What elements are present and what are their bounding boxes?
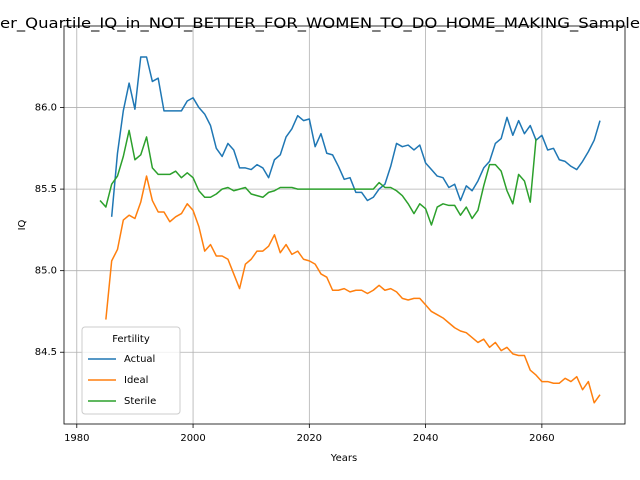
y-tick-label: 84.5 xyxy=(35,347,57,358)
legend-label: Ideal xyxy=(124,375,148,386)
x-tick-label: 2020 xyxy=(297,433,322,444)
y-axis-label: IQ xyxy=(17,219,28,230)
legend-title: Fertility xyxy=(112,334,150,345)
y-tick-label: 85.5 xyxy=(35,184,57,195)
legend: Fertility Actual Ideal Sterile xyxy=(81,326,181,415)
x-tick-label: 2060 xyxy=(529,433,554,444)
x-tick-label: 1980 xyxy=(64,433,89,444)
legend-label: Actual xyxy=(124,354,155,365)
plot-frame xyxy=(63,25,626,425)
series-line xyxy=(99,129,537,226)
legend-box xyxy=(81,326,181,415)
series-line xyxy=(110,56,601,217)
y-tick-label: 85.0 xyxy=(35,266,57,277)
x-tick-label: 2040 xyxy=(413,433,438,444)
y-tick-label: 86.0 xyxy=(35,103,57,114)
series-line xyxy=(105,175,601,404)
legend-label: Sterile xyxy=(124,396,156,407)
chart-title: er_Quartile_IQ_in_NOT_BETTER_FOR_WOMEN_T… xyxy=(0,16,640,32)
x-axis-label: Years xyxy=(330,453,357,464)
x-tick-label: 2000 xyxy=(180,433,205,444)
